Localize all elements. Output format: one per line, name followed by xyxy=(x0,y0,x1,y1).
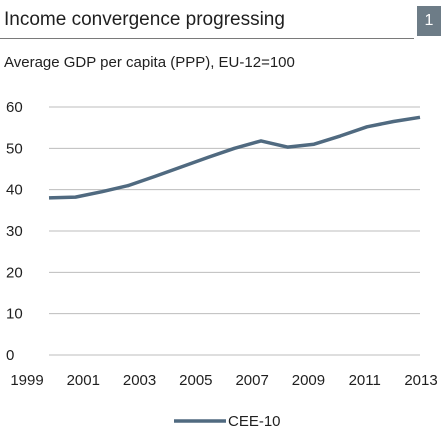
y-tick-label-10: 10 xyxy=(6,306,23,323)
y-tick-label-30: 30 xyxy=(6,223,23,240)
x-tick-label-2007: 2007 xyxy=(235,372,268,389)
series-line-cee-10 xyxy=(48,115,421,200)
x-tick-label-2013: 2013 xyxy=(404,372,437,389)
title-divider xyxy=(0,38,414,39)
x-tick-label-2003: 2003 xyxy=(123,372,156,389)
chart-subtitle: Average GDP per capita (PPP), EU-12=100 xyxy=(4,54,295,71)
x-tick-label-2009: 2009 xyxy=(292,372,325,389)
x-axis-ticks: 1999 2001 2003 2005 2007 2009 2011 2013 xyxy=(10,372,437,389)
y-tick-label-60: 60 xyxy=(6,99,23,116)
chart-title: Income convergence progressing xyxy=(4,9,285,30)
series-lines xyxy=(48,115,421,200)
x-tick-label-2011: 2011 xyxy=(349,372,381,389)
chart-number-badge: 1 xyxy=(417,6,441,36)
y-axis-ticks: 0 10 20 30 40 50 60 xyxy=(6,99,23,364)
gridlines xyxy=(49,106,420,356)
x-tick-label-1999: 1999 xyxy=(10,372,43,389)
legend-label: CEE-10 xyxy=(228,413,281,430)
y-tick-label-50: 50 xyxy=(6,140,23,157)
legend: CEE-10 xyxy=(174,413,281,430)
y-tick-label-0: 0 xyxy=(6,347,14,364)
x-tick-label-2005: 2005 xyxy=(179,372,212,389)
y-tick-label-40: 40 xyxy=(6,182,23,199)
x-tick-label-2001: 2001 xyxy=(67,372,100,389)
chart-header: Income convergence progressing 1 xyxy=(0,0,447,42)
y-tick-label-20: 20 xyxy=(6,264,23,281)
